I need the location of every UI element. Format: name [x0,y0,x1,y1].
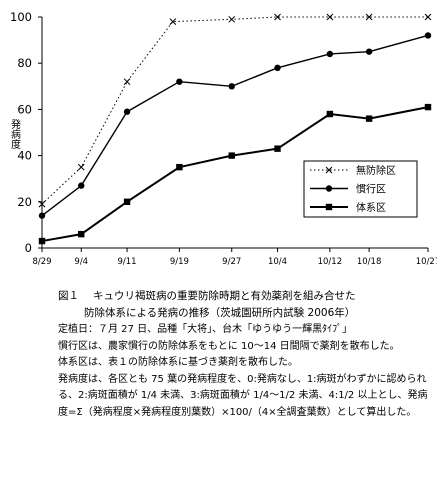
data-point-circle [38,212,46,219]
data-point-square [228,152,235,159]
data-point-circle [176,78,183,85]
data-point-x-marker [365,13,373,21]
caption-note-system: 体系区は、表１の防除体系に基づき薬剤を散布した。 [58,357,298,368]
caption-title-line2: 防除体系による発病の推移（茨城園研所内試験 2006年） [84,307,356,319]
y-axis-label: 発病度 [9,118,21,150]
line-chart: 0 20 40 60 80 100 8/29 9/4 9/11 9/19 9/27 10/4 10/12… [9,10,437,267]
data-point-square [38,237,46,245]
caption-note-planting: 定植日：７月 27 日、品種「大将」、台木「ゆうゆう一輝黒ﾀｲﾌﾟ」 [58,324,353,335]
x-tick-label: 8/29 [32,257,51,267]
data-point-square [424,103,432,111]
data-point-circle [365,48,373,55]
data-point-x-marker [228,15,236,23]
data-point-circle [78,182,85,189]
x-tick-label: 9/4 [74,257,88,267]
data-point-square [78,230,85,238]
data-point-x-marker [169,18,177,25]
data-point-square [176,163,183,171]
data-point-x-marker [38,200,46,208]
legend-label: 慣行区 [356,183,386,196]
caption-note-conventional: 慣行区は、農家慣行の防除体系をもとに 10～14 日間隔で薬剤を散布した。 [58,340,400,352]
legend-label: 体系区 [356,202,386,214]
y-tick-label: 0 [25,241,32,255]
data-point-x-marker [274,13,281,21]
data-point-circle [326,50,334,58]
y-tick-label: 80 [17,56,32,70]
data-point-circle [325,185,333,192]
x-tick-label: 9/11 [118,257,137,267]
legend-label: 無防除区 [356,164,396,177]
data-point-x-marker [325,166,333,174]
y-tick-label: 20 [17,195,32,209]
data-point-x-marker [123,78,131,86]
data-point-square [123,198,131,205]
x-tick-label: 10/18 [357,257,382,267]
x-tick-label: 9/27 [222,257,241,267]
data-point-square [365,115,373,122]
data-point-circle [424,32,432,39]
data-point-circle [123,108,131,115]
caption-title-line1: 図１ キュウリ褐斑病の重要防除時期と有効薬剤を組み合せた [58,288,433,305]
data-point-circle [274,64,281,72]
data-point-x-marker [77,163,85,171]
x-tick-label: 10/4 [268,257,287,267]
caption-note-severity: 発病度は、各区とも 75 葉の発病程度を、0:発病なし、1:病斑がわずかに認めら… [58,373,428,418]
series-1 [38,32,432,219]
data-point-x-marker [326,13,334,21]
y-tick-label: 60 [17,102,32,116]
y-tick-label: 40 [17,149,32,163]
data-point-square [274,145,281,152]
series-2 [38,103,432,245]
data-point-x-marker [424,13,432,21]
figure-label: 図１ [58,290,79,302]
y-tick-label: 100 [10,10,32,24]
x-tick-label: 10/12 [318,257,343,267]
plot-area: 0 20 40 60 80 100 8/29 9/4 9/11 9/19 9/27 10/4 10/12… [9,10,437,267]
series-0 [38,13,432,208]
caption-title-text: キュウリ褐斑病の重要防除時期と有効薬剤を組み合せた [93,290,356,302]
data-point-circle [228,83,235,90]
x-tick-label: 9/19 [170,257,189,267]
x-tick-label: 10/27 [416,257,437,267]
data-point-square [326,110,334,118]
figure-caption: 図１ キュウリ褐斑病の重要防除時期と有効薬剤を組み合せた 防除体系による発病の推移… [58,288,433,421]
data-point-square [325,203,333,211]
